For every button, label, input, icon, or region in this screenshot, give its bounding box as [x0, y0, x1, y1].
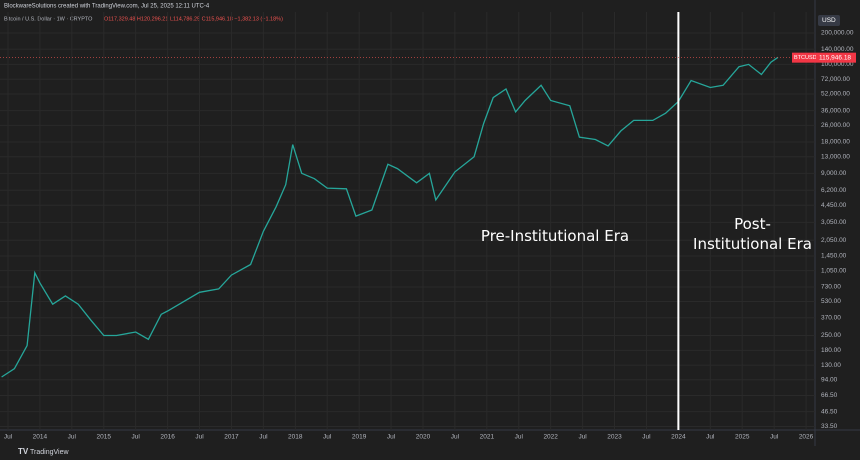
logo-icon: TV — [18, 447, 29, 456]
ohlc: O117,329.48 H120,296.21 L114,786.25 C115… — [104, 16, 283, 22]
y-tick-label: 2,050.00 — [821, 237, 847, 244]
y-tick-label: 52,000.00 — [821, 91, 850, 98]
x-tick-label: Jul — [451, 434, 460, 441]
x-tick-label: 2024 — [671, 434, 686, 441]
y-tick-label: 370.00 — [821, 314, 841, 321]
y-tick-label: 3,050.00 — [821, 219, 847, 226]
y-tick-label: 36,000.00 — [821, 107, 850, 114]
symbol-label: BTCUSD — [794, 55, 817, 61]
symbol-tag — [792, 52, 816, 63]
x-tick-label: 2015 — [97, 434, 112, 441]
x-tick-label: 2020 — [416, 434, 431, 441]
y-tick-label: 200,000.00 — [821, 30, 854, 37]
x-tick-label: Jul — [642, 434, 651, 441]
symbol-info: Bitcoin / U.S. Dollar · 1W · CRYPTO — [4, 16, 93, 22]
x-tick-label: 2021 — [480, 434, 495, 441]
price-label: 115,946.18 — [819, 54, 851, 61]
x-tick-label: Jul — [515, 434, 524, 441]
y-tick-label: 1,450.00 — [821, 253, 847, 260]
x-tick-label: 2016 — [160, 434, 175, 441]
x-tick-label: Jul — [132, 434, 141, 441]
x-tick-label: 2023 — [607, 434, 622, 441]
y-tick-label: 66.50 — [821, 392, 838, 399]
x-tick-label: Jul — [578, 434, 587, 441]
y-tick-label: 72,000.00 — [821, 76, 850, 83]
x-tick-label: 2018 — [288, 434, 303, 441]
header: BlockwareSolutions created with TradingV… — [4, 4, 210, 10]
annotation: Post-Institutional Era — [693, 215, 812, 253]
currency: USD — [822, 17, 836, 24]
x-tick-label: Jul — [259, 434, 268, 441]
x-tick-label: 2017 — [224, 434, 239, 441]
y-tick-label: 130.00 — [821, 362, 841, 369]
y-tick-label: 4,450.00 — [821, 202, 847, 209]
y-tick-label: 250.00 — [821, 332, 841, 339]
y-tick-label: 9,000.00 — [821, 170, 847, 177]
y-tick-label: 140,000.00 — [821, 46, 854, 53]
price-line — [1, 56, 779, 378]
x-tick-label: Jul — [4, 434, 13, 441]
y-tick-label: 1,050.00 — [821, 267, 847, 274]
annotation: Pre-Institutional Era — [480, 227, 630, 245]
y-tick-label: 18,000.00 — [821, 139, 850, 146]
y-tick-label: 46.50 — [821, 408, 838, 415]
x-tick-label: 2026 — [799, 434, 814, 441]
y-tick-label: 13,000.00 — [821, 153, 850, 160]
x-tick-label: Jul — [323, 434, 332, 441]
x-tick-label: 2025 — [735, 434, 750, 441]
price-tag — [816, 52, 856, 63]
x-tick-label: 2014 — [33, 434, 48, 441]
y-tick-label: 33.50 — [821, 423, 838, 430]
currency-box — [818, 15, 840, 26]
y-tick-label: 26,000.00 — [821, 122, 850, 129]
y-tick-label: 94.00 — [821, 377, 838, 384]
x-tick-label: Jul — [68, 434, 77, 441]
x-tick-label: 2019 — [352, 434, 367, 441]
y-tick-label: 180.00 — [821, 347, 841, 354]
x-tick-label: Jul — [706, 434, 715, 441]
x-tick-label: Jul — [387, 434, 396, 441]
y-tick-label: 100,000.00 — [821, 61, 854, 68]
x-tick-label: 2022 — [543, 434, 558, 441]
x-tick-label: Jul — [770, 434, 779, 441]
y-tick-label: 730.00 — [821, 284, 841, 291]
x-tick-label: Jul — [195, 434, 204, 441]
y-tick-label: 530.00 — [821, 298, 841, 305]
y-tick-label: 6,200.00 — [821, 187, 847, 194]
logo: TradingView — [30, 449, 69, 456]
